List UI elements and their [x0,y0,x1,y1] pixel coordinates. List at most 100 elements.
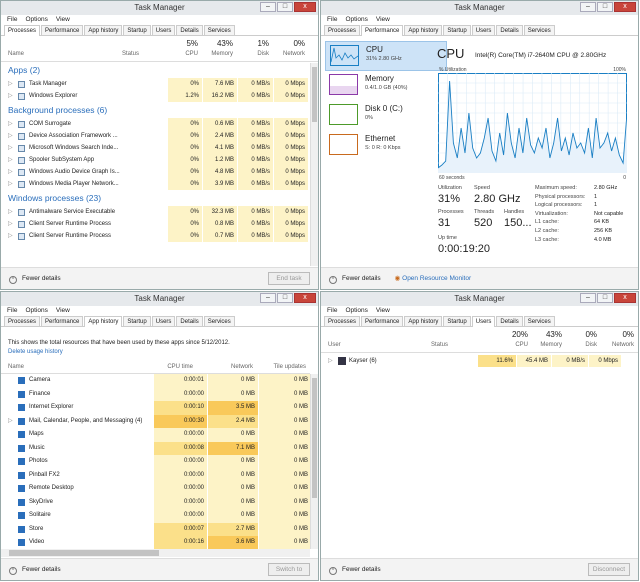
tab-users[interactable]: Users [151,25,176,35]
expand-icon[interactable]: ▷ [8,169,13,175]
sidebar-item-memory[interactable]: Memory 0.4/1.0 GB (40%) [325,71,447,101]
tab-startup[interactable]: Startup [123,316,151,326]
fewer-details-link[interactable]: Fewer details [342,566,381,573]
expand-icon[interactable]: ▷ [328,358,333,364]
horizontal-scrollbar[interactable] [1,549,310,557]
app-row[interactable]: SkyDrive 0:00:00 0 MB 0 MB [1,495,310,509]
minimize-button[interactable]: – [260,293,276,303]
process-row[interactable]: ▷ Spooler SubSystem App 0% 1.2 MB 0 MB/s… [1,154,318,166]
col-user[interactable]: User [328,342,341,348]
tab-users[interactable]: Users [471,316,496,327]
app-row[interactable]: Remote Desktop 0:00:00 0 MB 0 MB [1,482,310,496]
tab-details[interactable]: Details [496,316,523,326]
app-row[interactable]: Maps 0:00:00 0 MB 0 MB [1,428,310,442]
close-button[interactable]: x [614,2,636,12]
menu-options[interactable]: Options [25,16,48,23]
expand-icon[interactable]: ▷ [8,157,13,163]
expand-icon[interactable]: ▷ [8,233,13,239]
scrollbar-thumb[interactable] [312,67,317,122]
close-button[interactable]: x [294,293,316,303]
col-cpu[interactable]: CPU [515,342,528,348]
app-row[interactable]: Store 0:00:07 2.7 MB 0 MB [1,522,310,536]
menu-file[interactable]: File [327,16,338,23]
tab-details[interactable]: Details [176,25,203,35]
tab-performance[interactable]: Performance [361,316,404,326]
open-resource-monitor-link[interactable]: Open Resource Monitor [402,275,472,282]
horizontal-scrollbar-thumb[interactable] [9,550,159,556]
tab-startup[interactable]: Startup [443,25,471,35]
maximize-button[interactable]: □ [597,2,613,12]
expand-icon[interactable]: ▷ [8,81,13,87]
col-cpu-time[interactable]: CPU time [167,364,193,370]
tab-app-history[interactable]: App history [404,316,443,326]
chevron-up-icon[interactable]: ⌃ [9,276,17,284]
expand-icon[interactable]: ▷ [8,145,13,151]
tab-users[interactable]: Users [151,316,176,326]
tab-startup[interactable]: Startup [443,316,471,326]
app-row[interactable]: Camera 0:00:01 0 MB 0 MB [1,374,310,388]
menu-view[interactable]: View [375,16,390,23]
expand-icon[interactable]: ▷ [8,417,13,424]
menu-file[interactable]: File [7,16,18,23]
app-row[interactable]: Solitaire 0:00:00 0 MB 0 MB [1,509,310,523]
app-row[interactable]: Video 0:00:16 3.6 MB 0 MB [1,536,310,549]
tab-performance[interactable]: Performance [361,25,404,36]
tab-services[interactable]: Services [203,25,235,35]
col-network[interactable]: Network [611,342,634,348]
process-row[interactable]: ▷ Windows Explorer 1.2% 16.2 MB 0 MB/s 0… [1,90,318,102]
expand-icon[interactable]: ▷ [8,121,13,127]
col-status[interactable]: Status [431,342,449,348]
process-row[interactable]: ▷ Task Manager 0% 7.6 MB 0 MB/s 0 Mbps [1,78,318,90]
col-network[interactable]: Network [230,364,253,370]
tab-details[interactable]: Details [176,316,203,326]
group-header[interactable]: Apps (2) [8,65,41,75]
col-status[interactable]: Status [122,51,140,57]
maximize-button[interactable]: □ [277,2,293,12]
end-task-button[interactable]: End task [268,272,310,285]
col-disk[interactable]: Disk [257,51,269,57]
expand-icon[interactable]: ▷ [8,93,13,99]
expand-icon[interactable]: ▷ [8,209,13,215]
tab-processes[interactable]: Processes [324,25,361,35]
expand-icon[interactable]: ▷ [8,221,13,227]
tab-startup[interactable]: Startup [123,25,151,35]
process-row[interactable]: ▷ Client Server Runtime Process 0% 0.8 M… [1,218,318,230]
process-row[interactable]: ▷ Windows Media Player Network... 0% 3.9… [1,178,318,190]
tab-services[interactable]: Services [523,316,555,326]
col-name[interactable]: Name [8,51,25,57]
col-cpu[interactable]: CPU [185,51,198,57]
tab-performance[interactable]: Performance [41,316,84,326]
close-button[interactable]: x [614,293,636,303]
chevron-up-icon[interactable]: ⌃ [9,567,17,575]
menu-file[interactable]: File [7,307,18,314]
disconnect-button[interactable]: Disconnect [588,563,630,576]
process-row[interactable]: ▷ COM Surrogate 0% 0.6 MB 0 MB/s 0 Mbps [1,118,318,130]
col-memory[interactable]: Memory [211,51,233,57]
user-row[interactable]: ▷ Kayser (6) 11.6% 45.4 MB 0 MB/s 0 Mbps [321,355,638,367]
menu-options[interactable]: Options [345,16,368,23]
fewer-details-link[interactable]: Fewer details [22,566,61,573]
menu-view[interactable]: View [55,307,70,314]
menu-view[interactable]: View [55,16,70,23]
tab-processes[interactable]: Processes [324,316,361,326]
menu-options[interactable]: Options [25,307,48,314]
group-header[interactable]: Background processes (6) [8,105,108,115]
col-network[interactable]: Network [282,51,305,57]
process-row[interactable]: ▷ Antimalware Service Executable 0% 32.3… [1,206,318,218]
tab-processes[interactable]: Processes [4,25,41,36]
col-tile-updates[interactable]: Tile updates [273,364,306,370]
col-memory[interactable]: Memory [540,342,562,348]
process-row[interactable]: ▷ Device Association Framework ... 0% 2.… [1,130,318,142]
sidebar-item-disk[interactable]: Disk 0 (C:) 0% [325,101,447,131]
app-row[interactable]: ▷ Mail, Calendar, People, and Messaging … [1,414,310,428]
menu-file[interactable]: File [327,307,338,314]
app-row[interactable]: Finance 0:00:00 0 MB 0 MB [1,387,310,401]
menu-view[interactable]: View [375,307,390,314]
maximize-button[interactable]: □ [597,293,613,303]
scrollbar[interactable] [310,63,318,266]
minimize-button[interactable]: – [260,2,276,12]
app-row[interactable]: Pinball FX2 0:00:00 0 MB 0 MB [1,468,310,482]
app-row[interactable]: Music 0:00:08 7.1 MB 0 MB [1,441,310,455]
sidebar-item-cpu[interactable]: CPU 31% 2.80 GHz [325,41,447,71]
col-disk[interactable]: Disk [585,342,597,348]
